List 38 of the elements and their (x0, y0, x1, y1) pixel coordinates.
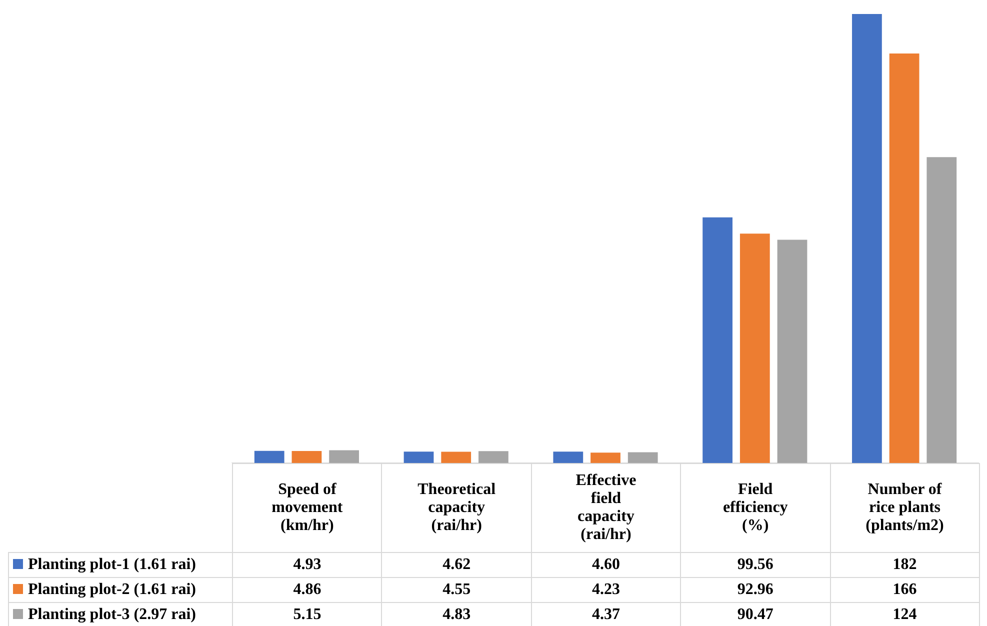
bar (740, 234, 770, 463)
bar (329, 450, 359, 463)
bar (926, 157, 957, 463)
bar (441, 452, 472, 463)
bar (852, 14, 882, 463)
legend-label: Planting plot-1 (1.61 rai) (28, 556, 196, 573)
data-label: 92.96 (680, 578, 830, 602)
x-tick-label: Number of rice plants (plants/m2) (830, 464, 980, 552)
bar (254, 450, 284, 463)
bar (628, 452, 658, 463)
x-tick-label: Effective field capacity (rai/hr) (531, 464, 681, 552)
x-tick-label: Field efficiency (%) (680, 464, 830, 552)
data-label: 4.62 (382, 552, 532, 578)
data-label: 4.23 (531, 578, 681, 602)
bar (553, 452, 584, 463)
data-label: 124 (830, 602, 980, 626)
bar (292, 451, 322, 463)
bar (404, 452, 434, 463)
data-label: 4.55 (382, 578, 532, 602)
bar (478, 451, 508, 463)
data-label: 4.93 (232, 552, 382, 578)
data-label: 4.86 (232, 578, 382, 602)
bar (777, 240, 808, 463)
x-tick-label: Theoretical capacity (rai/hr) (382, 464, 532, 552)
data-label: 90.47 (680, 602, 830, 626)
data-label: 4.37 (531, 602, 681, 626)
data-label: 4.60 (531, 552, 681, 578)
data-label: 182 (830, 552, 980, 578)
legend-label: Planting plot-2 (1.61 rai) (28, 581, 196, 598)
data-label: 5.15 (232, 602, 382, 626)
bar (889, 53, 920, 463)
bar (590, 452, 620, 463)
bar (702, 217, 732, 463)
x-tick-label: Speed of movement (km/hr) (232, 464, 382, 552)
legend-label: Planting plot-3 (2.97 rai) (28, 606, 196, 623)
data-label: 99.56 (680, 552, 830, 578)
data-label: 166 (830, 578, 980, 602)
data-label: 4.83 (382, 602, 532, 626)
